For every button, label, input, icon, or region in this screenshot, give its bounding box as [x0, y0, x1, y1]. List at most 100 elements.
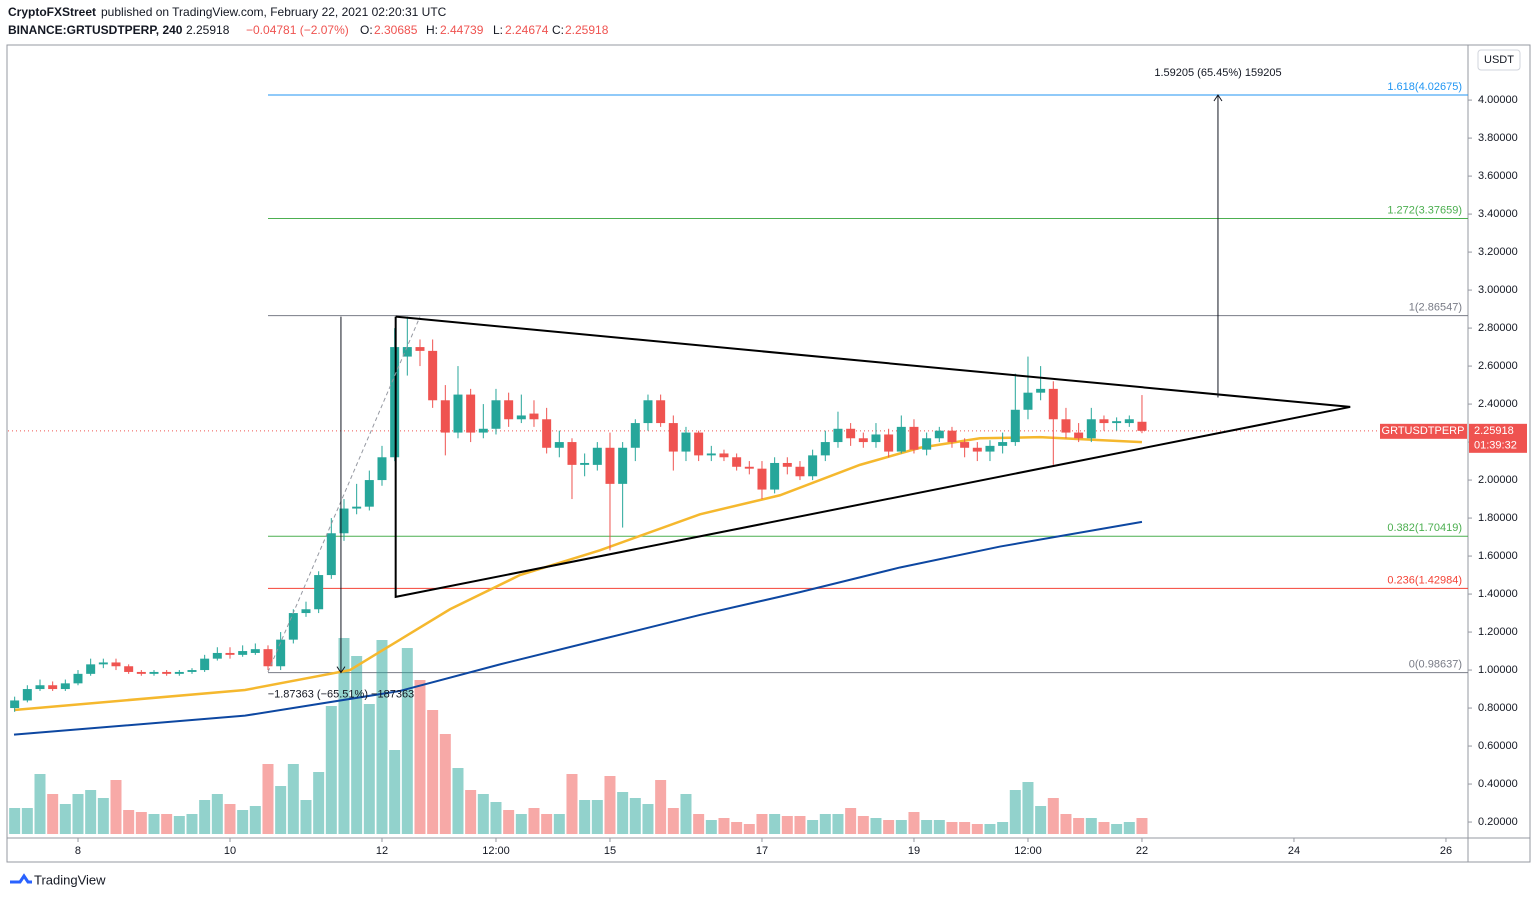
volume-bar: [541, 814, 553, 834]
y-tick-label: 2.80000: [1478, 322, 1518, 334]
candle-body: [782, 462, 792, 467]
y-tick-label: 1.40000: [1478, 588, 1518, 600]
volume-bar: [781, 816, 793, 834]
x-tick-label: 8: [75, 845, 81, 857]
volume-bar: [313, 772, 325, 834]
volume-bar: [959, 822, 971, 834]
candle-body: [415, 347, 425, 351]
fib-label: 1.272(3.37659): [1387, 204, 1462, 216]
volume-bar: [946, 822, 958, 834]
volume-bar: [123, 810, 135, 834]
candle-body: [858, 438, 868, 443]
y-tick-label: 1.00000: [1478, 664, 1518, 676]
volume-bar: [262, 764, 274, 834]
candle-body: [846, 428, 856, 439]
candle-body: [377, 457, 387, 481]
volume-bar: [275, 786, 287, 834]
volume-bar: [477, 794, 489, 834]
volume-bar: [680, 794, 692, 834]
volume-bar: [528, 808, 540, 834]
candle-body: [364, 480, 374, 507]
last: 2.25918: [186, 23, 230, 37]
volume-bar: [452, 768, 464, 834]
y-tick-label: 3.00000: [1478, 284, 1518, 296]
volume-bar: [97, 798, 109, 834]
frame: [6, 44, 1531, 863]
x-tick-label: 22: [1136, 845, 1148, 857]
volume-bar: [908, 812, 920, 834]
candle-body: [402, 347, 412, 357]
candle-body: [60, 683, 70, 690]
volume-bar: [617, 792, 629, 834]
volume-bar: [857, 816, 869, 834]
candle-body: [86, 664, 96, 674]
volume-bar: [883, 820, 895, 834]
last-price-box: [1469, 423, 1527, 453]
volume-bar: [376, 640, 388, 834]
measure-label: −1.87363 (−65.51%) −187363: [268, 689, 415, 701]
volume-bar: [794, 816, 806, 834]
x-tick-label: 26: [1440, 845, 1452, 857]
moving-average: [13, 435, 1143, 712]
candle-body: [681, 432, 691, 452]
candle-body: [960, 442, 970, 448]
candle-body: [124, 666, 134, 672]
candle-body: [795, 466, 805, 477]
fib-label: 1(2.86547): [1409, 302, 1462, 314]
y-tick-label: 3.60000: [1478, 170, 1518, 182]
volume-bar: [414, 680, 426, 834]
volume-bar: [591, 800, 603, 834]
volume-bar: [819, 814, 831, 834]
volume-bar: [1022, 782, 1034, 834]
volume-bar: [427, 710, 439, 834]
volume-bar: [237, 810, 249, 834]
candle-body: [643, 400, 653, 424]
volume-bar: [351, 656, 363, 834]
l-value: 2.24674: [505, 23, 549, 37]
candle-body: [656, 400, 666, 424]
volume-bar: [161, 814, 173, 834]
l-label: L:: [493, 23, 503, 37]
candle-body: [896, 426, 906, 452]
y-tick-label: 3.80000: [1478, 132, 1518, 144]
volume-bar: [503, 810, 515, 834]
volume-bar: [756, 814, 768, 834]
candle-body: [516, 415, 526, 420]
x-tick-label: 17: [756, 845, 768, 857]
volume-bar: [465, 790, 477, 834]
candle-body: [339, 508, 349, 534]
volume-bar: [553, 814, 565, 834]
candle-body: [162, 671, 172, 674]
candle-body: [972, 447, 982, 452]
volume-bar: [72, 794, 84, 834]
volume-bar: [769, 814, 781, 834]
candle-body: [276, 639, 286, 667]
y-tick-label: 4.00000: [1478, 94, 1518, 106]
volume-bar: [1060, 814, 1072, 834]
volume-bar: [895, 820, 907, 834]
y-axis-label: USDT: [1484, 54, 1514, 66]
candle-body: [820, 442, 830, 456]
volume-bar: [629, 798, 641, 834]
candle-body: [136, 671, 146, 674]
volume-bar: [325, 706, 337, 834]
last-price-symbol: GRTUSDTPERP: [1382, 425, 1465, 437]
candle-body: [1124, 419, 1134, 424]
volume-bar: [718, 818, 730, 834]
volume-bar: [211, 794, 223, 834]
candle-body: [1112, 421, 1122, 424]
unit-box: [1477, 49, 1521, 71]
volume-bar: [110, 780, 122, 834]
x-tick-label: 12: [376, 845, 388, 857]
candle-body: [1086, 419, 1096, 439]
volume-bar: [971, 824, 983, 834]
last-price-symbol-box: [1380, 423, 1467, 439]
candle-body: [998, 442, 1008, 446]
volume-bar: [845, 808, 857, 834]
candle-body: [770, 462, 780, 490]
candle-body: [592, 447, 602, 465]
fib-label: 0(0.98637): [1409, 659, 1462, 671]
candle-body: [288, 613, 298, 640]
last-price-value: 2.25918: [1474, 425, 1514, 437]
